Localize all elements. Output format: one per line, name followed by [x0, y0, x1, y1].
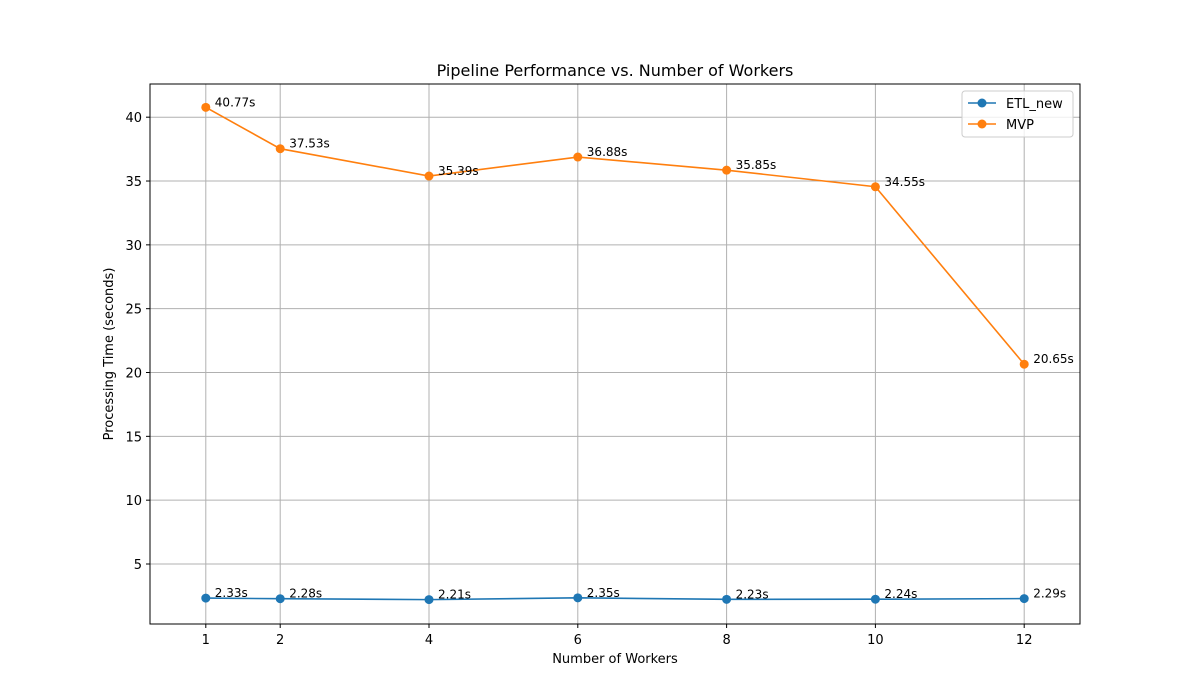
data-point-mvp — [201, 102, 211, 112]
y-axis-label: Processing Time (seconds) — [102, 268, 117, 441]
y-tick-label: 30 — [125, 239, 142, 254]
data-point-mvp — [275, 144, 285, 154]
data-label-mvp: 35.39s — [438, 164, 479, 178]
x-tick-label: 4 — [425, 633, 433, 648]
data-point-mvp — [573, 152, 583, 162]
data-label-etl-new: 2.35s — [587, 586, 620, 600]
data-label-etl-new: 2.33s — [215, 586, 248, 600]
x-tick-label: 1 — [202, 633, 210, 648]
series-layer: 2.33s 2.28s 2.21s 2.35s 2.23s 2.24s 2.29s 40.77… — [201, 95, 1074, 605]
data-label-etl-new: 2.23s — [736, 587, 769, 601]
data-label-mvp: 20.65s — [1033, 352, 1074, 366]
legend: ETL_new MVP — [961, 90, 1074, 138]
data-label-mvp: 35.85s — [736, 158, 777, 172]
legend-marker-etl-new — [977, 98, 987, 108]
data-point-etl-new — [201, 593, 211, 603]
data-label-etl-new: 2.24s — [884, 587, 917, 601]
data-label-mvp: 37.53s — [289, 137, 330, 151]
x-tick-label: 8 — [722, 633, 730, 648]
data-label-mvp: 40.77s — [215, 95, 256, 109]
data-point-etl-new — [275, 594, 285, 604]
x-tick-label: 2 — [276, 633, 284, 648]
data-point-mvp — [1019, 359, 1029, 369]
data-point-etl-new — [424, 595, 434, 605]
data-point-etl-new — [870, 594, 880, 604]
data-label-mvp: 34.55s — [884, 175, 925, 189]
y-tick-label: 40 — [125, 111, 142, 126]
y-tick-label: 25 — [125, 303, 142, 318]
data-label-etl-new: 2.28s — [289, 587, 322, 601]
x-axis-label: Number of Workers — [552, 652, 678, 667]
data-point-mvp — [722, 165, 732, 175]
data-point-mvp — [870, 182, 880, 192]
data-label-mvp: 36.88s — [587, 145, 628, 159]
legend-label-mvp: MVP — [1006, 118, 1034, 133]
y-tick-label: 35 — [125, 175, 142, 190]
data-point-mvp — [424, 171, 434, 181]
y-tick-label: 20 — [125, 367, 142, 382]
plot-frame — [149, 83, 1081, 625]
data-point-etl-new — [722, 594, 732, 604]
data-label-etl-new: 2.29s — [1033, 587, 1066, 601]
y-tick-label: 15 — [125, 430, 142, 445]
y-tick-label: 5 — [134, 558, 142, 573]
data-point-etl-new — [573, 593, 583, 603]
y-tick-label: 10 — [125, 494, 142, 509]
data-label-etl-new: 2.21s — [438, 588, 471, 602]
legend-marker-mvp — [977, 119, 987, 129]
legend-label-etl-new: ETL_new — [1006, 97, 1063, 112]
data-point-etl-new — [1019, 594, 1029, 604]
chart-title: Pipeline Performance vs. Number of Worke… — [437, 61, 794, 80]
grid — [150, 84, 1080, 624]
x-tick-label: 6 — [574, 633, 582, 648]
x-tick-label: 10 — [867, 633, 884, 648]
x-tick-label: 12 — [1016, 633, 1033, 648]
